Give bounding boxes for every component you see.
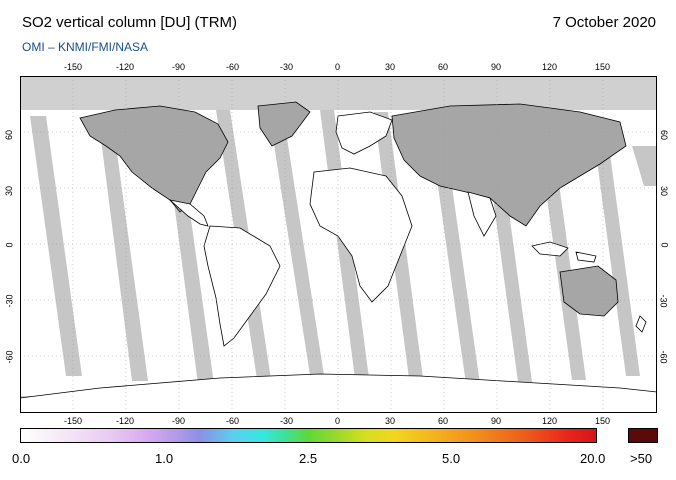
lon-tick-top: 60 — [438, 62, 449, 72]
lon-tick-bottom: -30 — [280, 416, 294, 426]
lon-tick-bottom: -150 — [64, 416, 83, 426]
lon-tick-bottom: 90 — [491, 416, 502, 426]
lon-tick-bottom: -120 — [116, 416, 135, 426]
lon-tick-top: 90 — [491, 62, 502, 72]
lat-tick-left: -60 — [4, 350, 15, 364]
lat-tick-left: 60 — [4, 129, 15, 141]
colorbar-label: 20.0 — [580, 451, 606, 466]
data-credit: OMI – KNMI/FMI/NASA — [22, 40, 149, 54]
lat-tick-left: -30 — [4, 294, 15, 308]
colorbar-label: 1.0 — [155, 451, 174, 466]
lon-tick-bottom: 120 — [542, 416, 558, 426]
colorbar — [20, 428, 597, 443]
world-map: -150 — [20, 76, 657, 413]
lat-tick-right: 0 — [659, 242, 670, 248]
lon-tick-top: 150 — [595, 62, 611, 72]
colorbar-label: 5.0 — [442, 451, 461, 466]
lat-tick-right: -30 — [658, 294, 669, 308]
map-title: SO2 vertical column [DU] (TRM) — [22, 14, 238, 31]
lon-tick-bottom: 150 — [595, 416, 611, 426]
lon-tick-top: -90 — [172, 62, 186, 72]
lat-tick-right: 60 — [659, 129, 670, 141]
map-frame — [20, 76, 657, 413]
lon-tick-top: -60 — [226, 62, 240, 72]
lat-tick-left: 0 — [4, 242, 15, 248]
colorbar-max-swatch — [628, 428, 658, 443]
colorbar-label: 0.0 — [12, 451, 31, 466]
lat-tick-left: 30 — [4, 185, 15, 197]
world-map-svg: -150 — [20, 76, 657, 413]
lon-tick-top: 30 — [385, 62, 396, 72]
lon-tick-bottom: 30 — [385, 416, 396, 426]
lon-tick-bottom: 0 — [335, 416, 341, 426]
lon-tick-top: 120 — [542, 62, 558, 72]
colorbar-max-label: >50 — [630, 451, 653, 466]
lat-tick-right: -60 — [658, 350, 669, 364]
arctic-no-data — [20, 76, 657, 110]
lon-tick-bottom: -60 — [226, 416, 240, 426]
map-date: 7 October 2020 — [552, 14, 656, 31]
lon-tick-bottom: 60 — [438, 416, 449, 426]
colorbar-label: 2.5 — [299, 451, 318, 466]
lat-tick-right: 30 — [659, 185, 670, 197]
lon-tick-bottom: -90 — [172, 416, 186, 426]
lon-tick-top: -120 — [116, 62, 135, 72]
lon-tick-top: -150 — [64, 62, 83, 72]
lon-tick-top: -30 — [280, 62, 294, 72]
continents — [20, 101, 657, 413]
lon-tick-top: 0 — [335, 62, 341, 72]
graticule — [20, 76, 657, 413]
